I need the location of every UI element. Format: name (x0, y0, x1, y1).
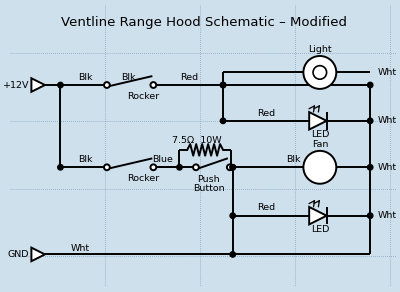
Text: Red: Red (258, 204, 276, 213)
Text: Wht: Wht (378, 163, 397, 172)
Circle shape (230, 213, 236, 218)
Text: Blue: Blue (152, 155, 173, 164)
Text: 7.5Ω  10W: 7.5Ω 10W (172, 136, 222, 145)
Circle shape (303, 151, 336, 184)
Text: Blk: Blk (78, 73, 93, 82)
Polygon shape (31, 78, 45, 92)
Circle shape (104, 164, 110, 170)
Text: Push: Push (197, 175, 220, 184)
Circle shape (104, 82, 110, 88)
Text: Rocker: Rocker (128, 92, 160, 101)
Text: Blk: Blk (121, 73, 136, 82)
Circle shape (228, 165, 234, 170)
Polygon shape (309, 207, 327, 225)
Circle shape (150, 164, 156, 170)
Circle shape (303, 56, 336, 89)
Text: Wht: Wht (70, 244, 89, 253)
Text: Light: Light (308, 45, 332, 54)
Text: LED: LED (311, 130, 329, 139)
Text: Red: Red (180, 73, 198, 82)
Text: Wht: Wht (378, 116, 397, 125)
Text: Wht: Wht (378, 68, 397, 77)
Text: +12V: +12V (3, 81, 30, 90)
Text: Fan: Fan (312, 140, 328, 149)
Circle shape (220, 118, 226, 124)
Circle shape (58, 165, 63, 170)
Circle shape (230, 252, 236, 257)
Circle shape (230, 165, 236, 170)
Circle shape (313, 66, 327, 79)
Text: GND: GND (8, 250, 30, 259)
Text: M: M (314, 161, 326, 174)
Circle shape (368, 165, 373, 170)
Text: Ventline Range Hood Schematic – Modified: Ventline Range Hood Schematic – Modified (61, 16, 347, 29)
Text: Wht: Wht (378, 211, 397, 220)
Polygon shape (309, 112, 327, 130)
Text: Button: Button (193, 184, 224, 193)
Text: LED: LED (311, 225, 329, 234)
Circle shape (193, 164, 199, 170)
Circle shape (220, 82, 226, 88)
Circle shape (58, 82, 63, 88)
Text: Rocker: Rocker (128, 174, 160, 183)
Circle shape (368, 82, 373, 88)
Text: Red: Red (258, 109, 276, 118)
Circle shape (177, 165, 182, 170)
Circle shape (150, 82, 156, 88)
Circle shape (368, 118, 373, 124)
Text: Blk: Blk (78, 155, 93, 164)
Circle shape (227, 164, 233, 170)
Text: Blk: Blk (286, 155, 300, 164)
Circle shape (220, 82, 226, 88)
Circle shape (368, 213, 373, 218)
Polygon shape (31, 248, 45, 261)
Circle shape (230, 165, 236, 170)
